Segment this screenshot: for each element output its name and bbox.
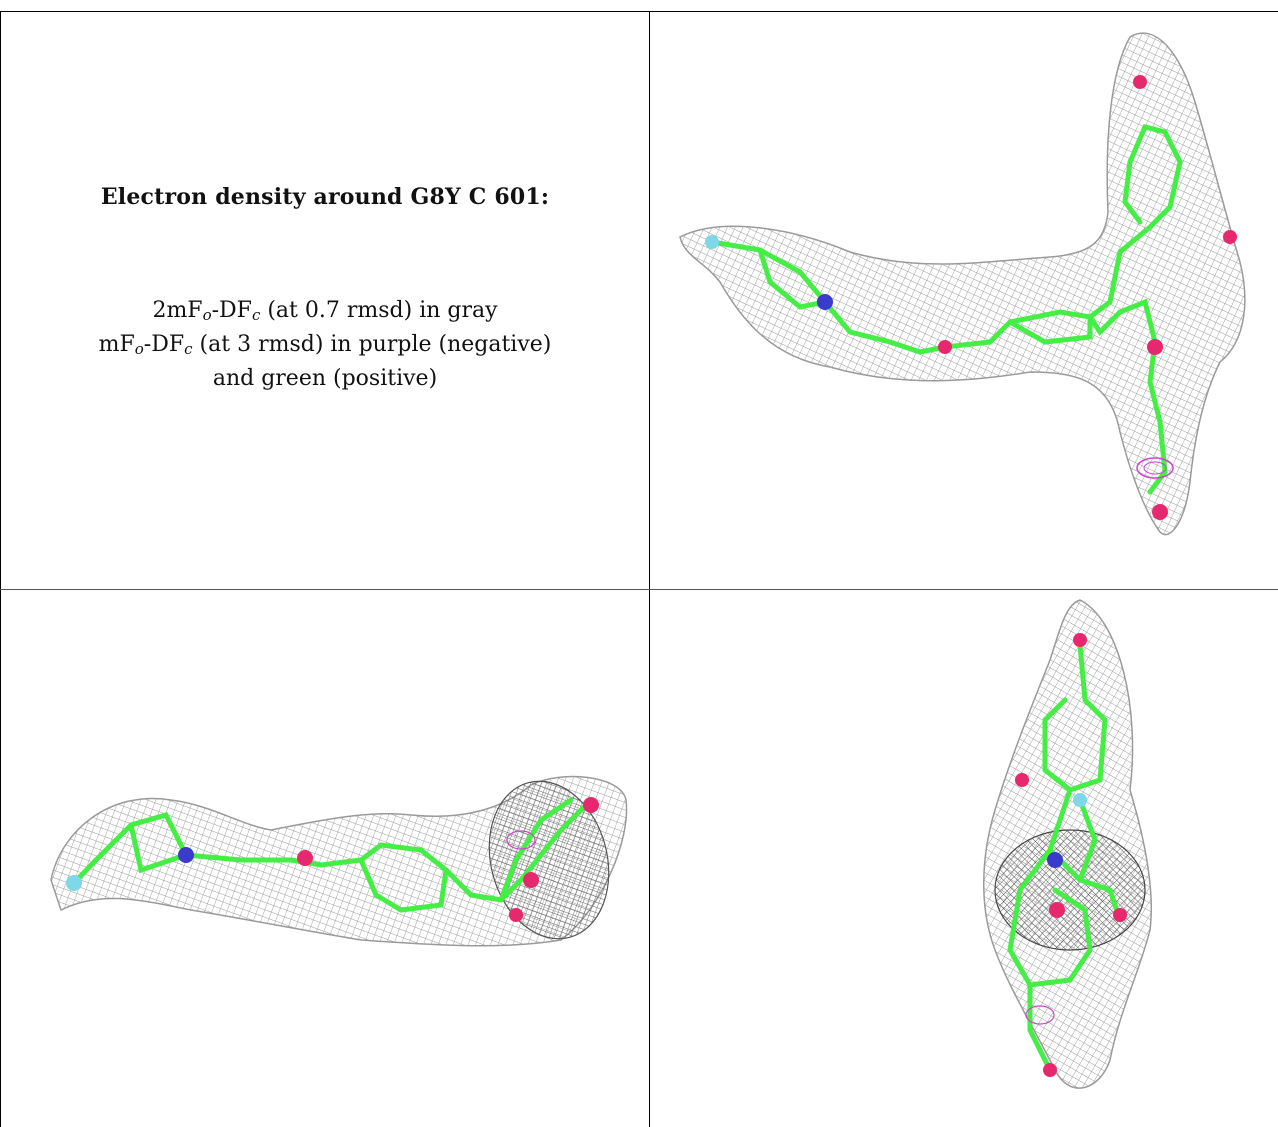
atoms [66,797,599,922]
negative-density [506,830,536,850]
frame-middle [649,11,650,1127]
negative-density [1025,1005,1055,1025]
view-top-right [650,12,1278,589]
caption-line-2mfo-dfc: 2mFo-DFc (at 0.7 rmsd) in gray [152,298,498,324]
molecule-view-3 [983,599,1153,1089]
caption-line-positive: and green (positive) [212,366,438,391]
molecule-view-2 [50,775,628,947]
frame-left [0,11,1,1127]
row-divider [0,589,1278,590]
atoms [705,75,1237,520]
caption-panel: Electron density around G8Y C 601: 2mFo-… [1,12,649,589]
caption-title: Electron density around G8Y C 601: [100,184,550,210]
caption-line-mfo-dfc: mFo-DFc (at 3 rmsd) in purple (negative) [98,332,552,358]
caption: Electron density around G8Y C 601: 2mFo-… [1,12,649,589]
density-mesh [679,32,1246,536]
bonds [1007,642,1123,1073]
view-bottom-right [650,590,1278,1127]
caption-description: 2mFo-DFc (at 0.7 rmsd) in gray mFo-DFc (… [1,296,649,394]
negative-density [1136,457,1174,479]
density-mesh [983,599,1153,1089]
frame-top [0,11,1278,12]
molecule-view-1 [679,32,1246,536]
view-bottom-left [1,590,649,1127]
atoms [1015,633,1127,1077]
